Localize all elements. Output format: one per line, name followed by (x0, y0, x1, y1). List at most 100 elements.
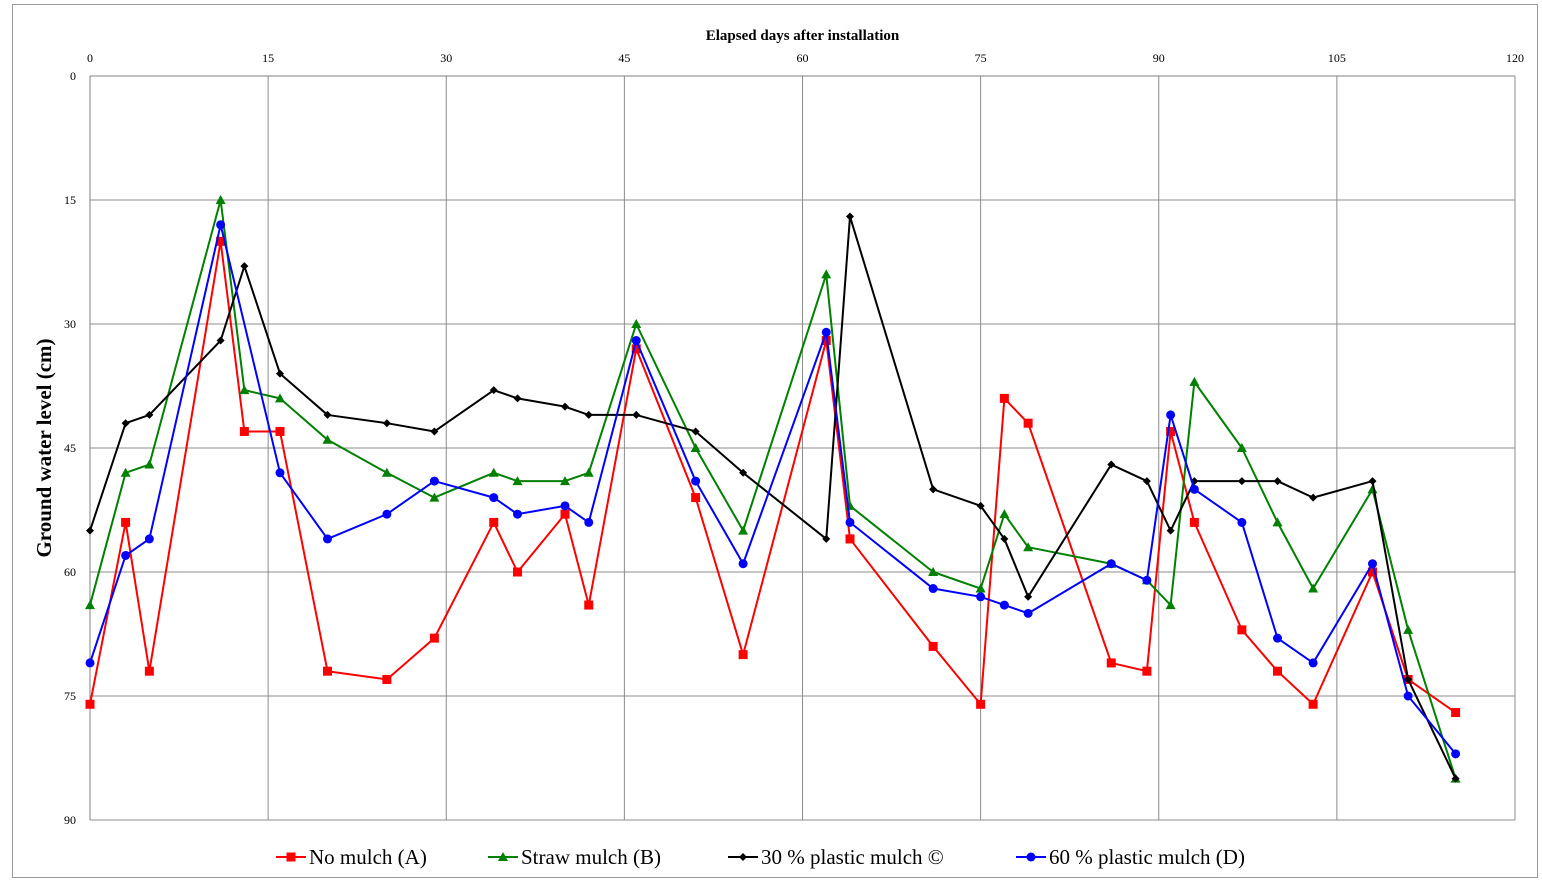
marker-circle (691, 476, 701, 486)
marker-circle (489, 493, 499, 503)
marker-square (239, 426, 249, 436)
x-tick-label: 30 (440, 51, 452, 65)
legend-label: No mulch (A) (309, 845, 427, 869)
marker-triangle (1308, 583, 1319, 593)
marker-square (560, 509, 570, 519)
marker-circle (1023, 608, 1033, 618)
marker-circle (1142, 575, 1152, 585)
marker-diamond (632, 410, 641, 419)
marker-diamond (430, 427, 439, 436)
y-tick-label: 15 (64, 193, 76, 207)
marker-circle (323, 534, 332, 544)
legend-label: 60 % plastic mulch (D) (1049, 845, 1245, 869)
marker-square (513, 567, 522, 577)
marker-circle (85, 658, 95, 668)
series-2 (85, 195, 1461, 783)
marker-square (976, 699, 986, 709)
marker-triangle (1023, 542, 1034, 552)
marker-circle (429, 476, 439, 486)
marker-triangle (215, 195, 226, 204)
series-line (89, 215, 1457, 780)
marker-diamond (1309, 493, 1318, 502)
marker-circle (1273, 633, 1282, 643)
grid-lines (89, 75, 1516, 821)
marker-square (631, 344, 641, 354)
marker-circle (1308, 658, 1318, 668)
marker-square (323, 666, 332, 676)
marker-square (216, 236, 226, 246)
marker-circle (1237, 517, 1247, 527)
legend-item-4: 60 % plastic mulch (D) (1016, 845, 1245, 869)
legend: No mulch (A) Straw mulch (B) 30 % plastic … (276, 845, 1245, 869)
marker-square (1023, 418, 1033, 428)
marker-diamond (1451, 774, 1460, 783)
marker-circle (845, 517, 855, 527)
marker-diamond (929, 485, 938, 494)
marker-circle (1026, 852, 1036, 862)
marker-triangle (821, 269, 832, 279)
marker-triangle (1189, 376, 1200, 386)
marker-triangle (631, 319, 642, 328)
marker-diamond (1024, 592, 1033, 601)
marker-square (691, 493, 701, 503)
legend-label: 30 % plastic mulch © (761, 845, 944, 869)
axes: 0 15 30 45 60 75 90 105 120 0 15 30 45 60 75 90 (64, 51, 1524, 827)
marker-triangle (144, 459, 155, 469)
series-lines (85, 195, 1461, 783)
y-tick-label: 60 (64, 565, 76, 579)
marker-square (1451, 708, 1461, 718)
marker-diamond (1107, 460, 1116, 469)
y-tick-label: 90 (64, 813, 76, 827)
marker-circle (513, 509, 522, 519)
marker-square (1166, 426, 1176, 436)
marker-triangle (1165, 600, 1176, 610)
marker-circle (1368, 559, 1377, 569)
marker-square (1189, 517, 1199, 527)
x-tick-label: 90 (1153, 51, 1165, 65)
marker-circle (738, 559, 748, 569)
marker-square (999, 393, 1009, 403)
marker-square (584, 600, 594, 610)
marker-triangle (975, 583, 986, 593)
marker-triangle (512, 476, 523, 486)
marker-diamond (739, 468, 748, 477)
series-1 (85, 236, 1461, 718)
marker-circle (216, 220, 226, 230)
marker-circle (976, 592, 986, 602)
marker-diamond (822, 534, 831, 543)
chart-title: Elapsed days after installation (706, 28, 900, 44)
marker-triangle (690, 443, 701, 452)
series-line (89, 240, 1457, 714)
marker-triangle (560, 476, 570, 486)
marker-diamond (276, 369, 284, 378)
marker-square (821, 336, 831, 346)
x-tick-label: 0 (87, 51, 93, 65)
marker-diamond (121, 419, 130, 428)
x-tick-label: 15 (262, 51, 274, 65)
marker-triangle (429, 492, 440, 502)
legend-item-3: 30 % plastic mulch © (728, 845, 944, 869)
y-tick-label: 0 (70, 69, 76, 83)
marker-circle (1166, 410, 1176, 420)
marker-diamond (1166, 526, 1175, 535)
marker-square (1237, 625, 1247, 635)
marker-diamond (145, 410, 154, 419)
marker-circle (584, 517, 594, 527)
y-axis-label: Ground water level (cm) (32, 338, 56, 557)
marker-diamond (739, 853, 747, 861)
marker-square (286, 852, 296, 862)
x-tick-label: 75 (975, 51, 987, 65)
marker-circle (631, 336, 641, 346)
marker-diamond (513, 394, 522, 403)
marker-square (1368, 567, 1377, 577)
marker-diamond (1142, 477, 1151, 486)
marker-square (429, 633, 439, 643)
marker-diamond (584, 410, 593, 419)
marker-diamond (1368, 477, 1377, 486)
series-4 (85, 220, 1461, 759)
marker-square (928, 641, 938, 651)
marker-circle (928, 584, 938, 594)
x-tick-label: 105 (1328, 51, 1346, 65)
marker-circle (821, 327, 831, 337)
marker-square (1308, 699, 1318, 709)
